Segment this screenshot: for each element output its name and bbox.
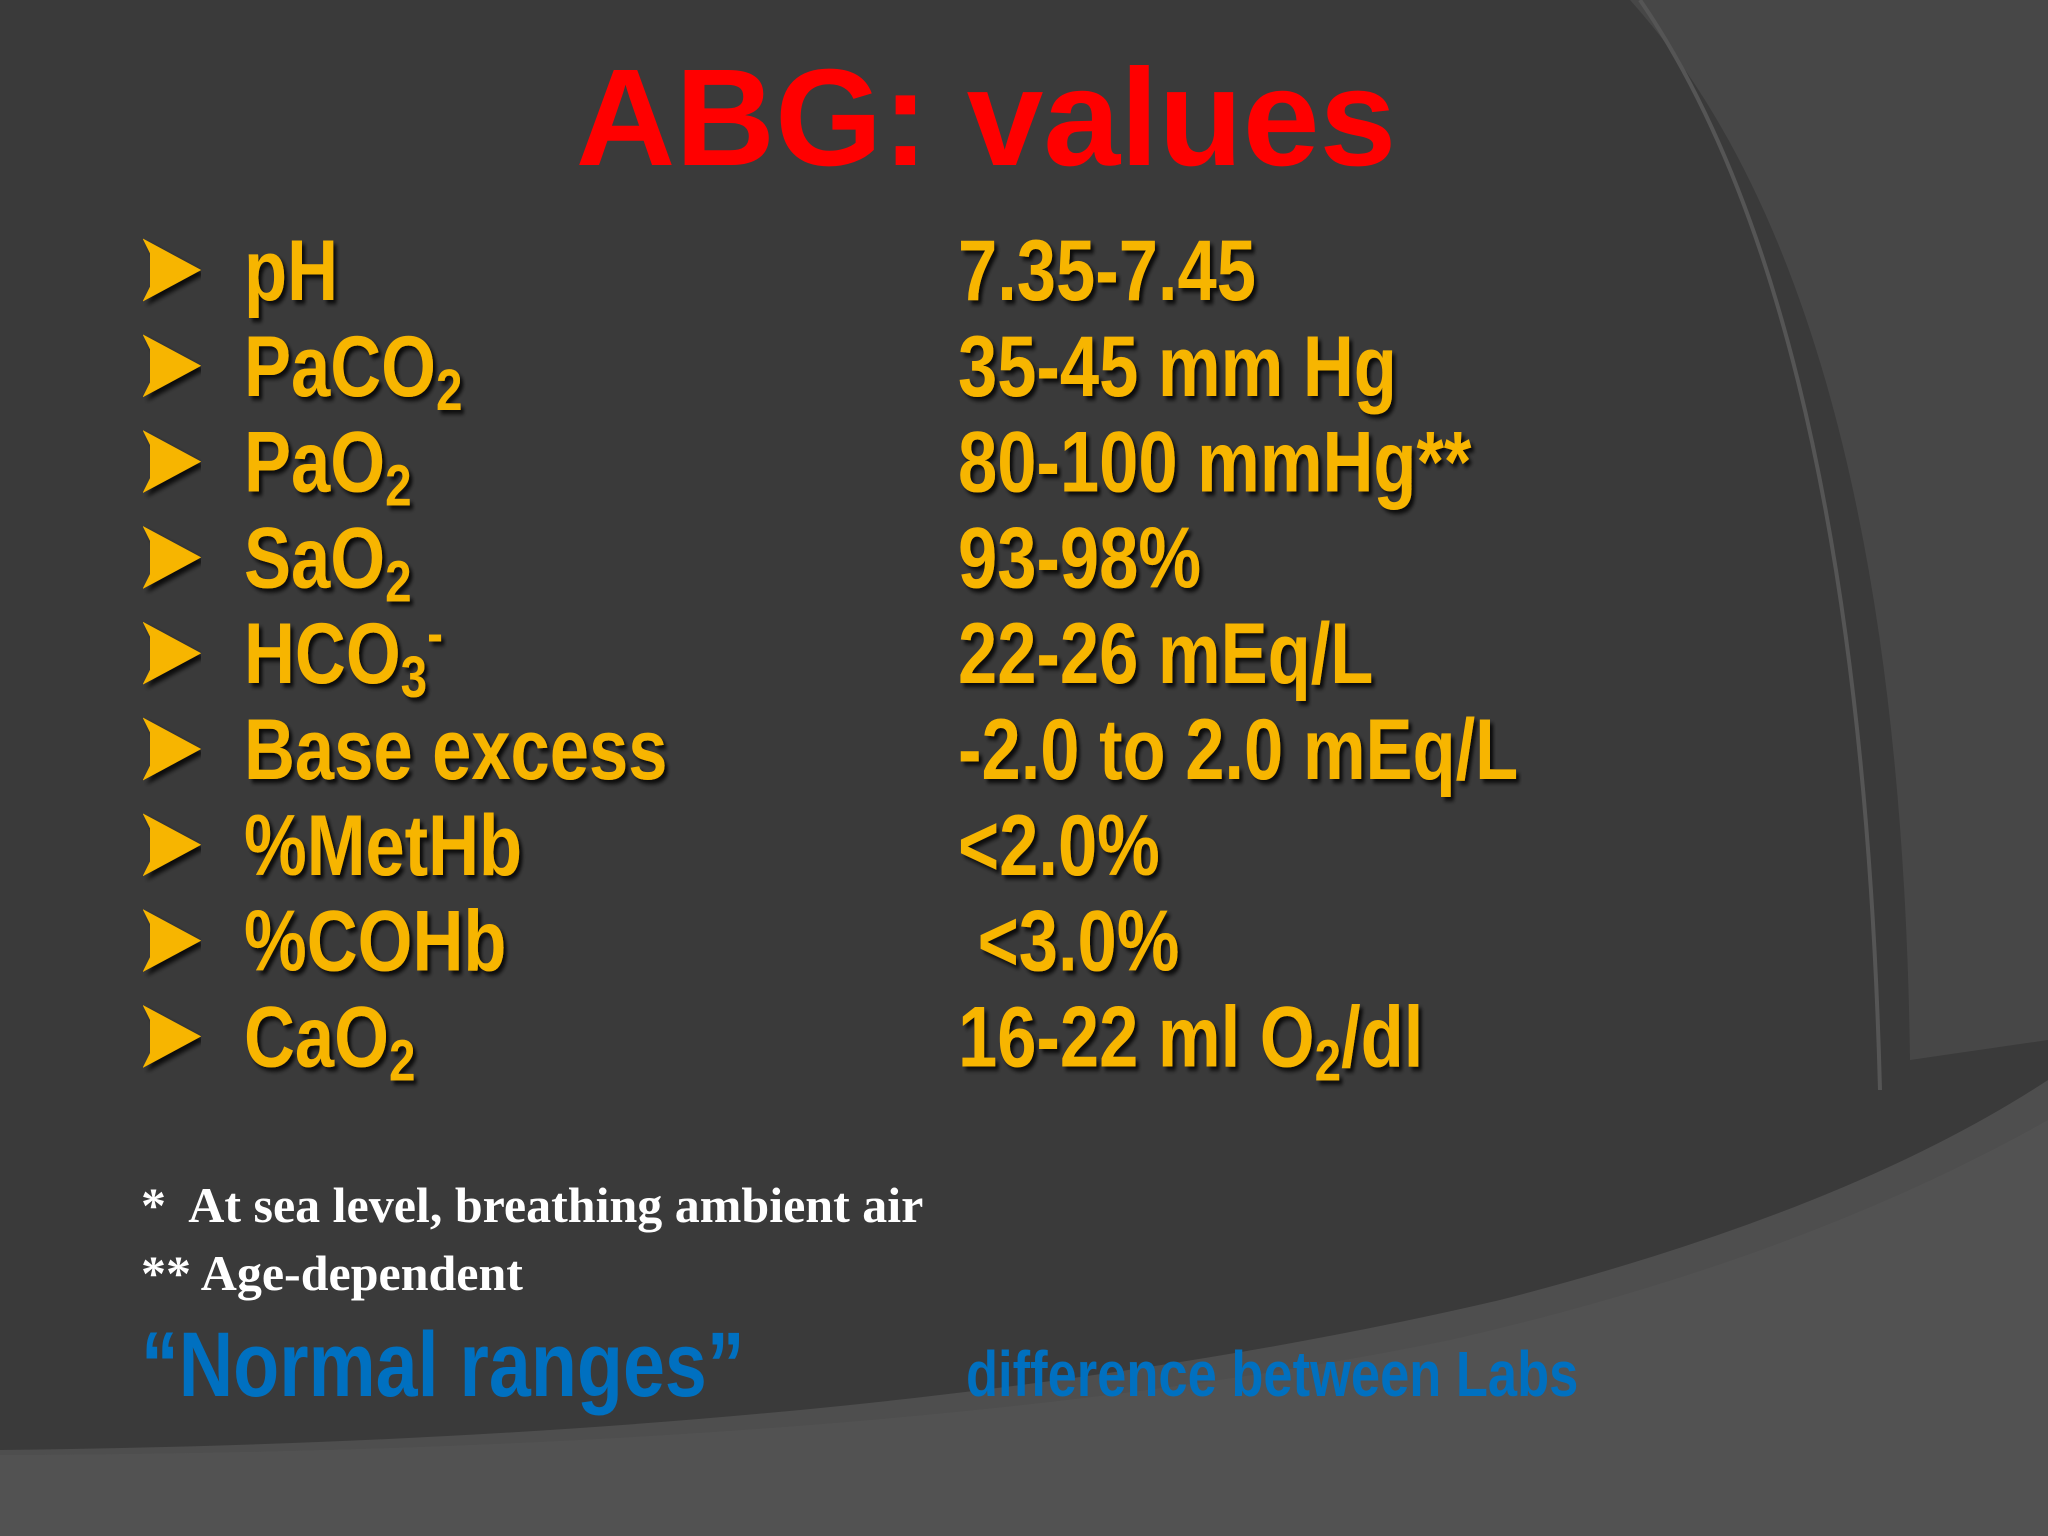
footnote: ** Age-dependent	[141, 1245, 523, 1301]
text-run: <2.0%	[958, 797, 1160, 893]
row-label: pH	[244, 222, 338, 318]
bullet-arrow	[142, 621, 202, 685]
slide-title: ABG: values	[576, 41, 1397, 195]
row-value: 22-26 mEq/L	[958, 606, 1373, 702]
subscript: 2	[436, 358, 462, 423]
text-run: HCO	[244, 606, 401, 702]
bullet-arrow	[142, 813, 202, 877]
row-label: %MetHb	[244, 797, 522, 893]
bullet-arrow	[142, 1004, 202, 1068]
subscript: 2	[385, 454, 411, 519]
row-value: 93-98%	[958, 510, 1201, 606]
background-arc-line	[1638, 0, 1882, 1091]
row-label: PaO2	[244, 414, 412, 519]
row-value: 7.35-7.45	[958, 222, 1256, 318]
subscript: 2	[385, 550, 411, 615]
text-run: 93-98%	[958, 510, 1201, 606]
text-run: SaO	[244, 510, 385, 606]
subscript: 3	[401, 646, 427, 711]
text-run: %MetHb	[244, 797, 522, 893]
normal-ranges: “Normal ranges”	[141, 1313, 745, 1416]
text-run: Base excess	[244, 701, 667, 797]
background-arc	[1630, 0, 2048, 1060]
bullet-arrow	[142, 717, 202, 781]
row-value: <2.0%	[958, 797, 1160, 893]
bullet-arrow	[142, 525, 202, 589]
bullet-arrow	[142, 334, 202, 398]
row-label: HCO3-	[244, 602, 443, 711]
bullet-arrow	[142, 430, 202, 494]
text-run: CaO	[244, 989, 389, 1085]
text-run: 35-45 mm Hg	[958, 318, 1397, 414]
row-value: 80-100 mmHg**	[958, 414, 1472, 510]
text-run: 16-22 ml O	[958, 989, 1315, 1085]
text-run: <3.0%	[958, 893, 1179, 989]
superscript: -	[427, 602, 443, 667]
row-value: 16-22 ml O2/dl	[958, 989, 1423, 1094]
lab-difference-note: difference between Labs	[966, 1339, 1578, 1410]
text-run: PaO	[244, 414, 385, 510]
subscript: 2	[389, 1029, 415, 1094]
footnote: * At sea level, breathing ambient air	[141, 1177, 923, 1233]
text-run: 7.35-7.45	[958, 222, 1256, 318]
row-label: PaCO2	[244, 318, 462, 423]
row-value: 35-45 mm Hg	[958, 318, 1397, 414]
row-value: -2.0 to 2.0 mEq/L	[958, 701, 1518, 797]
text-run: 22-26 mEq/L	[958, 606, 1373, 702]
background-band-2	[0, 1120, 2048, 1536]
row-label: %COHb	[244, 893, 506, 989]
row-value: <3.0%	[958, 893, 1179, 989]
text-run: %COHb	[244, 893, 506, 989]
text-run: 80-100 mmHg**	[958, 414, 1472, 510]
row-label: SaO2	[244, 510, 412, 615]
subscript: 2	[1315, 1029, 1341, 1094]
bullet-arrow	[142, 909, 202, 973]
text-run: -2.0 to 2.0 mEq/L	[958, 701, 1518, 797]
text-run: /dl	[1341, 989, 1423, 1085]
text-run: PaCO	[244, 318, 436, 414]
row-label: Base excess	[244, 701, 667, 797]
row-label: CaO2	[244, 989, 415, 1094]
bullet-arrow	[142, 238, 202, 302]
text-run: pH	[244, 222, 338, 318]
